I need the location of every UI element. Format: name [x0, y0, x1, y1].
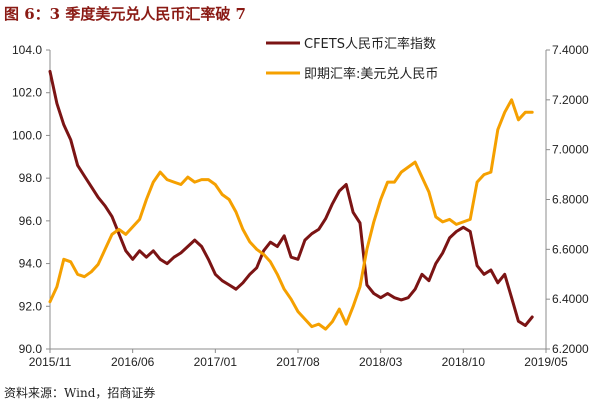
- left-tick-label: 100.0: [12, 128, 42, 142]
- left-tick-label: 96.0: [19, 214, 43, 228]
- left-tick-label: 104.0: [12, 43, 42, 57]
- series-line-cfets: [48, 69, 534, 327]
- left-y-ticks: 90.0 92.0 94.0 96.0 98.0 100.0 102.0 104.0: [12, 43, 50, 356]
- x-tick-label: 2017/01: [194, 355, 238, 369]
- left-tick-label: 92.0: [19, 299, 43, 313]
- left-tick-label: 90.0: [19, 342, 43, 356]
- right-tick-label: 6.2000: [552, 342, 589, 356]
- legend-label-usdcny: 即期汇率:美元兑人民币: [304, 66, 438, 82]
- right-tick-label: 7.2000: [552, 93, 589, 107]
- x-tick-label: 2015/11: [29, 355, 72, 369]
- right-tick-label: 6.8000: [552, 193, 589, 207]
- left-tick-label: 94.0: [19, 257, 43, 271]
- right-y-ticks: 6.2000 6.4000 6.6000 6.8000 7.0000 7.2000 7.40…: [546, 43, 589, 356]
- right-tick-label: 6.6000: [552, 242, 589, 256]
- x-tick-label: 2016/06: [111, 355, 155, 369]
- series-lines: [48, 69, 534, 331]
- x-ticks: 2015/11 2016/06 2017/01 2017/08 2018/03 2018/…: [29, 349, 568, 369]
- right-tick-label: 7.4000: [552, 43, 589, 57]
- x-tick-label: 2017/08: [276, 355, 320, 369]
- x-tick-label: 2018/10: [442, 355, 486, 369]
- axes: [49, 50, 547, 350]
- source-note: 资料来源：Wind，招商证券: [4, 386, 156, 400]
- chart-title: 图 6：3 季度美元兑人民币汇率破 7: [4, 5, 246, 23]
- series-line-usdcny: [48, 98, 534, 331]
- legend-label-cfets: CFETS人民币汇率指数: [304, 36, 436, 52]
- right-tick-label: 7.0000: [552, 143, 589, 157]
- x-tick-label: 2019/05: [524, 355, 568, 369]
- right-tick-label: 6.4000: [552, 292, 589, 306]
- left-tick-label: 98.0: [19, 171, 43, 185]
- left-tick-label: 102.0: [12, 86, 42, 100]
- legend: CFETS人民币汇率指数 即期汇率:美元兑人民币: [266, 36, 438, 82]
- x-tick-label: 2018/03: [359, 355, 403, 369]
